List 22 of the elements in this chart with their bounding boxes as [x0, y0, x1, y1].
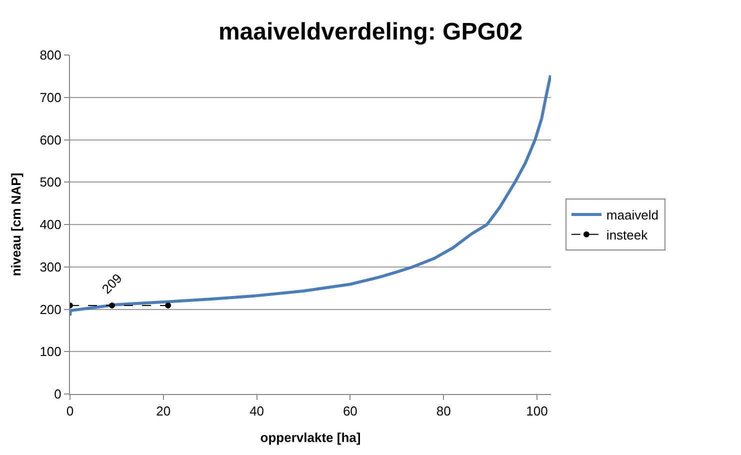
chart-title: maaiveldverdeling: GPG02 [218, 18, 523, 46]
y-tick-label: 800 [40, 48, 62, 63]
legend-label: insteek [606, 227, 648, 242]
legend-label: maaiveld [606, 208, 658, 223]
x-axis-title: oppervlakte [ha] [260, 430, 361, 446]
y-tick-label: 400 [40, 217, 62, 232]
x-tick-label: 20 [156, 404, 171, 419]
y-tick-label: 600 [40, 132, 62, 148]
x-tick-label: 40 [250, 404, 264, 419]
line-series [70, 74, 551, 318]
y-tick-label: 200 [40, 302, 62, 317]
x-tick-label: 80 [436, 404, 451, 419]
y-tick-label: 300 [40, 259, 62, 274]
y-tick-label: 100 [40, 344, 62, 360]
x-tick-label: 60 [342, 404, 358, 419]
data-label: 209 [98, 270, 125, 297]
y-axis-title: niveau [cm NAP] [8, 172, 24, 276]
y-tick-label: 500 [40, 174, 62, 190]
x-tick-label: 0 [66, 404, 74, 419]
y-tick-label: 700 [40, 90, 62, 105]
x-tick-label: 100 [526, 404, 548, 419]
y-tick-label: 0 [54, 386, 62, 402]
